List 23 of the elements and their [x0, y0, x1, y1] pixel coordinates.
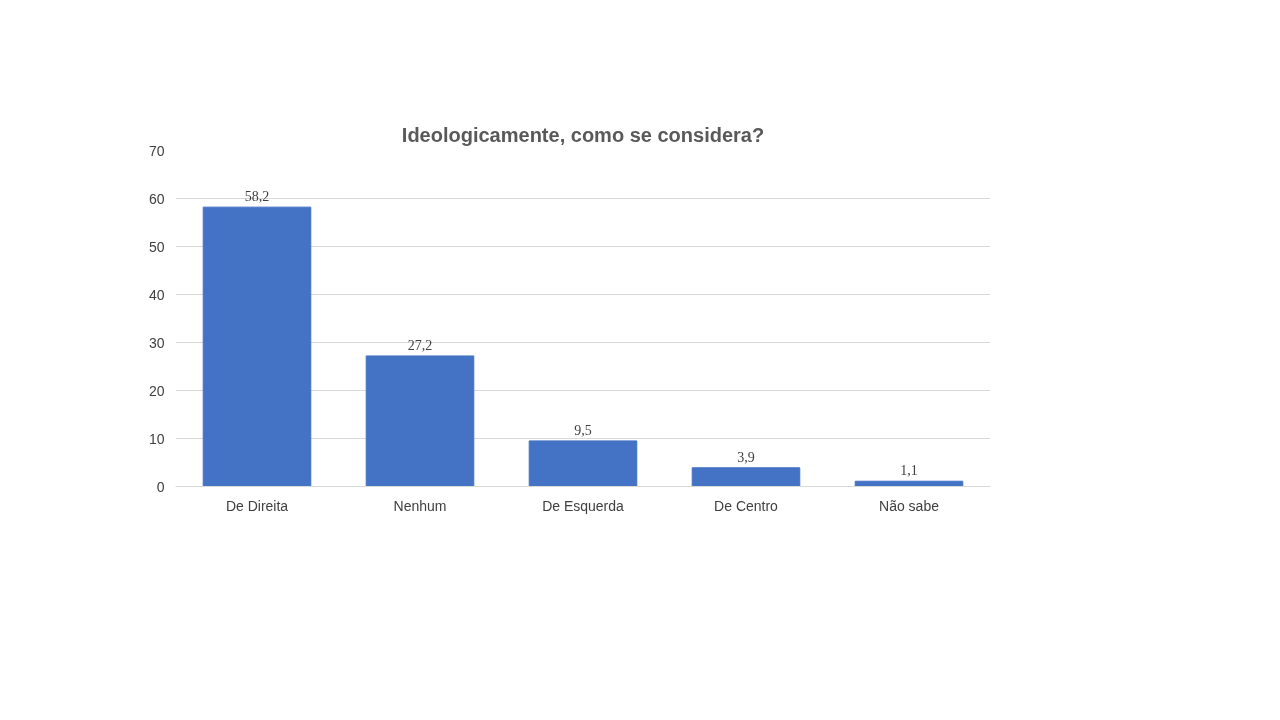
data-label: 9,5	[574, 422, 592, 438]
x-tick-label: Nenhum	[393, 497, 447, 514]
data-label: 3,9	[737, 449, 755, 465]
x-tick-label: Não sabe	[879, 497, 940, 514]
x-tick-label: De Centro	[714, 497, 779, 514]
y-tick-label: 0	[156, 478, 165, 495]
x-tick-label: De Direita	[225, 497, 289, 514]
y-tick-label: 40	[148, 286, 165, 303]
y-tick-label: 70	[148, 142, 165, 159]
data-label: 58,2	[244, 189, 270, 205]
bar	[365, 355, 475, 487]
data-label: 1,1	[900, 463, 918, 479]
x-tick-label: De Esquerda	[542, 497, 625, 514]
data-label: 27,2	[407, 337, 433, 353]
y-tick-label: 10	[148, 430, 165, 447]
y-tick-label: 60	[148, 190, 165, 207]
chart-title: Ideologicamente, como se considera?	[401, 123, 765, 146]
bar	[202, 206, 312, 487]
bar	[528, 440, 638, 487]
y-tick-label: 30	[148, 334, 165, 351]
bar	[691, 467, 801, 487]
y-tick-label: 20	[148, 382, 165, 399]
y-tick-label: 50	[148, 238, 165, 255]
